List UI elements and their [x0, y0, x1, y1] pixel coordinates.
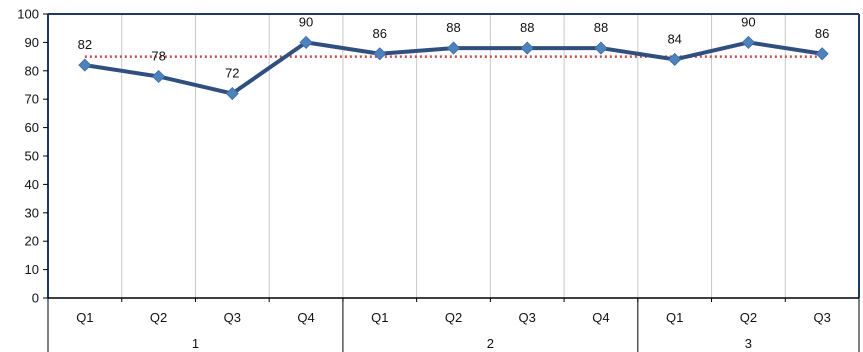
y-tick-label: 100 — [17, 7, 39, 22]
data-label: 86 — [815, 26, 829, 41]
data-point-marker — [299, 35, 313, 49]
x-tick-label: Q2 — [150, 310, 167, 325]
data-point-marker — [668, 52, 682, 67]
data-label: 84 — [667, 31, 681, 46]
y-tick-label: 0 — [32, 291, 39, 306]
x-tick-label: Q3 — [519, 310, 536, 325]
data-label: 78 — [151, 48, 165, 63]
x-tick-label: Q4 — [592, 310, 609, 325]
data-label: 88 — [446, 20, 460, 35]
data-point-marker — [741, 35, 755, 49]
y-tick-label: 40 — [25, 177, 39, 192]
data-point-marker — [225, 86, 239, 101]
y-tick-label: 50 — [25, 149, 39, 164]
y-tick-label: 70 — [25, 92, 39, 107]
data-point-marker — [594, 41, 608, 55]
x-axis: Q1 Q2 Q3 Q4 1 Q1 Q2 Q3 Q4 2 Q1 Q2 Q3 3 — [47, 298, 860, 352]
data-label: 88 — [594, 20, 608, 35]
data-point-marker — [373, 47, 387, 61]
x-tick-label: Q1 — [666, 310, 683, 325]
data-label: 90 — [741, 14, 755, 29]
plot-frame — [47, 13, 860, 299]
data-labels: 82 78 72 90 86 88 88 88 84 90 86 — [78, 14, 830, 80]
group-label: 1 — [192, 336, 199, 351]
y-tick-label: 30 — [25, 205, 39, 220]
vertical-gridlines — [121, 14, 786, 298]
data-label: 90 — [299, 14, 313, 29]
data-point-marker — [152, 69, 166, 84]
data-point-marker — [520, 41, 534, 55]
y-tick-label: 10 — [25, 262, 39, 277]
x-tick-label: Q2 — [445, 310, 462, 325]
y-tick-label: 90 — [25, 35, 39, 50]
y-tick-label: 80 — [25, 63, 39, 78]
data-point-marker — [78, 58, 92, 72]
y-tick-label: 60 — [25, 120, 39, 135]
x-tick-label: Q3 — [813, 310, 830, 325]
y-axis: 0 10 20 30 40 50 60 70 80 90 100 — [17, 7, 48, 306]
y-tick-label: 20 — [25, 234, 39, 249]
data-point-marker — [446, 41, 461, 55]
data-label: 88 — [520, 20, 534, 35]
series-markers — [78, 35, 829, 101]
x-tick-label: Q2 — [740, 310, 757, 325]
data-label: 82 — [78, 37, 92, 52]
x-tick-label: Q1 — [371, 310, 388, 325]
data-label: 86 — [373, 26, 387, 41]
data-point-marker — [815, 47, 829, 61]
data-label: 72 — [225, 66, 239, 81]
x-tick-label: Q3 — [224, 310, 241, 325]
group-label: 2 — [487, 336, 494, 351]
x-tick-label: Q4 — [297, 310, 314, 325]
x-tick-label: Q1 — [76, 310, 93, 325]
group-label: 3 — [745, 336, 752, 351]
